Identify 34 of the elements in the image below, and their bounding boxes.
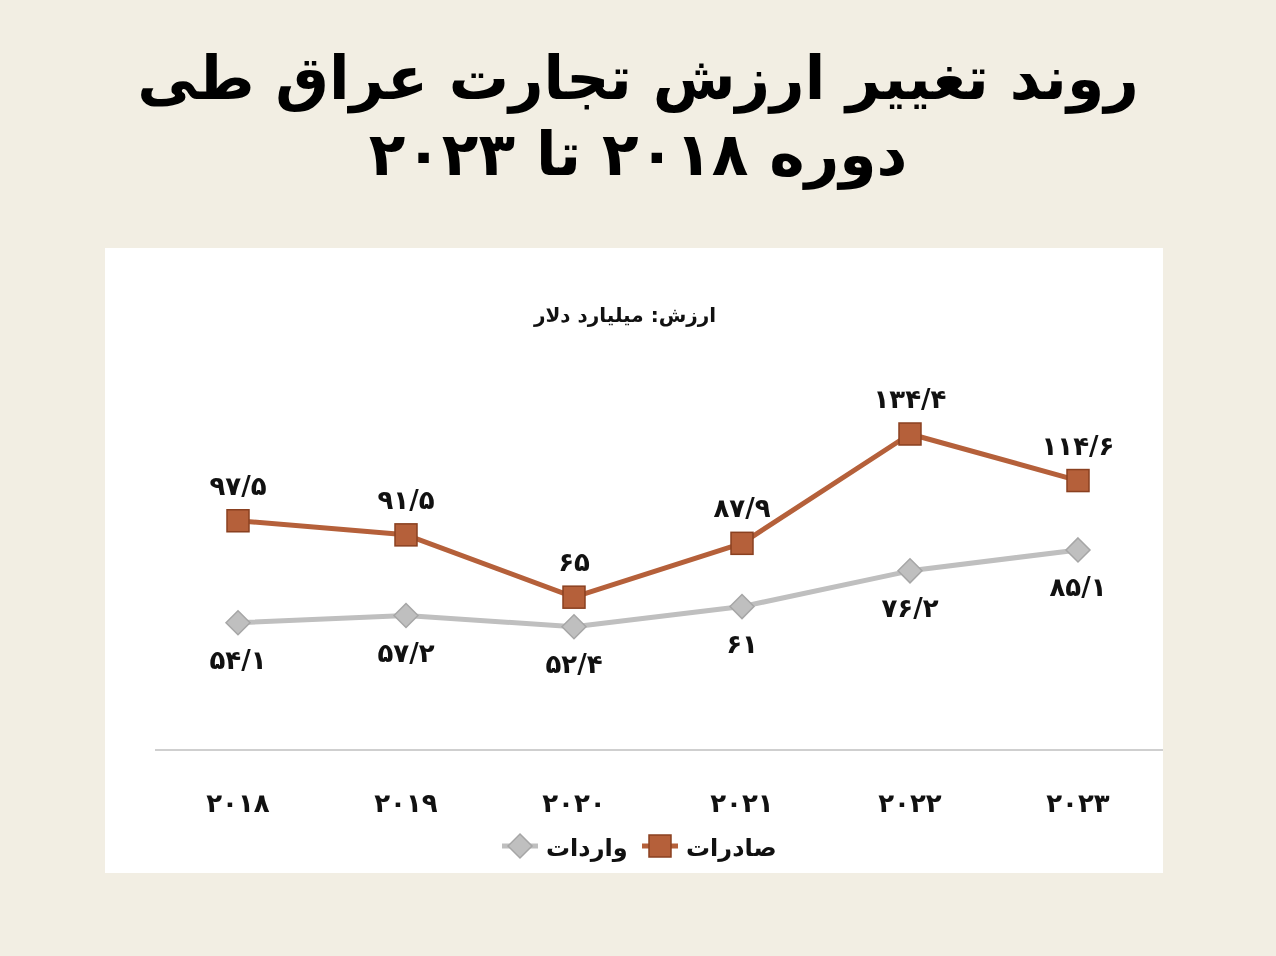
point	[561, 614, 587, 640]
point	[226, 509, 250, 533]
xtick: ۲۰۲۳	[1046, 788, 1110, 818]
xtick: ۲۰۲۲	[878, 788, 942, 818]
point	[1065, 537, 1091, 563]
xtick: ۲۰۱۹	[374, 788, 438, 818]
data-label: ۸۵/۱	[1049, 571, 1107, 602]
point	[1066, 468, 1090, 493]
point	[562, 585, 586, 609]
point	[393, 602, 419, 629]
title: روند تغییر ارزش تجارت عراق طی دوره ۲۰۱۸ تا ۲۰۲۳	[136, 42, 1140, 192]
data-label: ۵۲/۴	[545, 648, 603, 679]
subtitle: ارزش: میلیارد دلار	[533, 303, 717, 327]
data-label: ۶۵	[558, 547, 590, 578]
point	[729, 593, 755, 620]
point	[730, 531, 754, 556]
data-label: ۱۱۴/۶	[1041, 430, 1115, 461]
data-label: ۷۶/۲	[881, 592, 939, 623]
xtick: ۲۰۲۱	[710, 788, 774, 818]
data-label: ۸۷/۹	[713, 493, 771, 524]
data-label: ۹۱/۵	[377, 484, 435, 515]
point	[394, 523, 418, 547]
data-label: ۶۱	[726, 628, 758, 659]
data-label: ۹۷/۵	[209, 470, 267, 501]
point	[225, 610, 251, 636]
point	[898, 422, 922, 446]
legend-label: واردات	[546, 834, 628, 862]
point	[897, 558, 923, 584]
data-label: ۱۳۴/۴	[873, 384, 947, 414]
data-label: ۵۷/۲	[377, 637, 435, 668]
data-label: ۵۴/۱	[209, 644, 267, 675]
xtick: ۲۰۲۰	[542, 788, 606, 818]
legend-label: صادرات	[686, 834, 777, 862]
xtick: ۲۰۱۸	[206, 788, 270, 818]
